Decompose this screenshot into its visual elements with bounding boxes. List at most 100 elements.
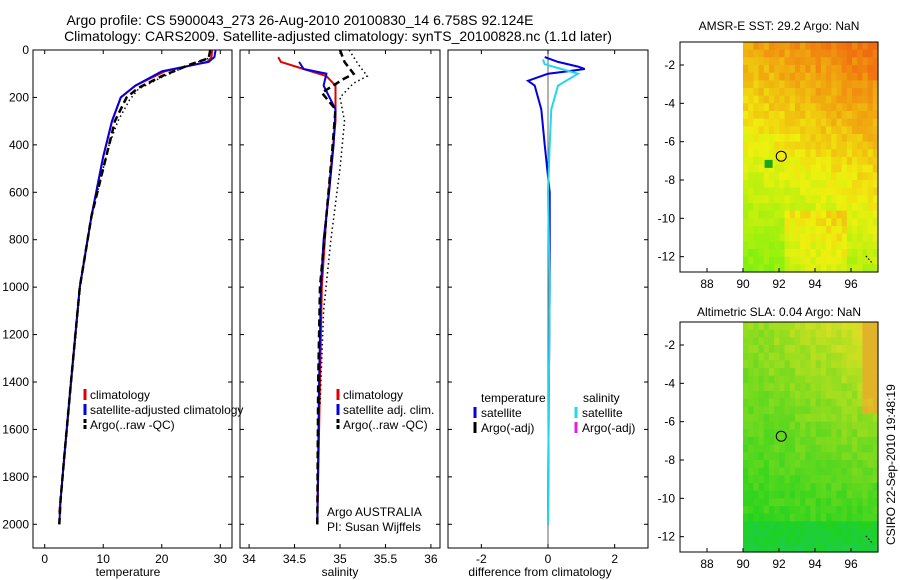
- heatmap-cell: [779, 529, 786, 538]
- heatmap-cell: [800, 157, 806, 166]
- heatmap-cell: [836, 529, 843, 538]
- heatmap-cell: [810, 521, 817, 530]
- heatmap-cell: [805, 375, 812, 384]
- heatmap-cell: [852, 141, 858, 150]
- heatmap-cell: [857, 111, 864, 120]
- heatmap-cell: [820, 95, 827, 104]
- heatmap-cell: [841, 118, 848, 127]
- heatmap-cell: [872, 391, 879, 400]
- heatmap-cell: [794, 483, 801, 492]
- heatmap-cell: [815, 444, 822, 453]
- heatmap-cell: [862, 42, 869, 51]
- heatmap-cell: [800, 42, 806, 51]
- heatmap-cell: [768, 103, 775, 112]
- heatmap-cell: [836, 483, 843, 492]
- heatmap-cell: [748, 383, 754, 392]
- heatmap-cell: [836, 88, 843, 97]
- heatmap-cell: [805, 203, 812, 212]
- heatmap-cell: [846, 498, 853, 507]
- heatmap-cell: [805, 398, 812, 407]
- heatmap-cell: [852, 249, 858, 258]
- heatmap-cell: [758, 498, 765, 507]
- heatmap-cell: [784, 429, 791, 438]
- heatmap-cell: [867, 157, 874, 166]
- heatmap-cell: [779, 80, 786, 89]
- heatmap-cell: [841, 126, 848, 135]
- heatmap-cell: [872, 49, 879, 58]
- heatmap-cell: [862, 498, 869, 507]
- heatmap-cell: [789, 513, 796, 522]
- heatmap-cell: [815, 375, 822, 384]
- heatmap-cell: [758, 460, 765, 469]
- heatmap-cell: [867, 329, 874, 338]
- heatmap-cell: [820, 134, 827, 143]
- heatmap-cell: [815, 345, 822, 354]
- heatmap-cell: [774, 195, 780, 204]
- heatmap-cell: [857, 444, 864, 453]
- heatmap-cell: [753, 118, 760, 127]
- heatmap-cell: [831, 521, 838, 530]
- heatmap-cell: [763, 203, 770, 212]
- heatmap-cell: [774, 360, 780, 369]
- heatmap-cell: [826, 149, 832, 158]
- heatmap-cell: [852, 172, 858, 181]
- heatmap-cell: [846, 249, 853, 258]
- heatmap-cell: [800, 172, 806, 181]
- heatmap-cell: [826, 72, 832, 81]
- heatmap-cell: [764, 159, 773, 168]
- heatmap-cell: [784, 421, 791, 430]
- heatmap-cell: [862, 180, 869, 189]
- heatmap-cell: [867, 437, 874, 446]
- heatmap-cell: [836, 256, 843, 265]
- heatmap-cell: [805, 406, 812, 415]
- heatmap-cell: [810, 414, 817, 423]
- heatmap-cell: [815, 506, 822, 515]
- heatmap-cell: [805, 498, 812, 507]
- heatmap-cell: [815, 337, 822, 346]
- heatmap-cell: [810, 57, 817, 66]
- heatmap-cell: [794, 513, 801, 522]
- heatmap-cell: [774, 391, 780, 400]
- heatmap-cell: [820, 180, 827, 189]
- heatmap-cell: [789, 141, 796, 150]
- heatmap-cell: [857, 141, 864, 150]
- heatmap-cell: [763, 360, 770, 369]
- heatmap-cell: [794, 226, 801, 235]
- heatmap-cell: [743, 483, 749, 492]
- heatmap-cell: [867, 187, 874, 196]
- heatmap-cell: [836, 360, 843, 369]
- heatmap-cell: [753, 337, 760, 346]
- heatmap-cell: [867, 256, 874, 265]
- heatmap-cell: [758, 65, 765, 74]
- heatmap-cell: [815, 460, 822, 469]
- heatmap-cell: [846, 149, 853, 158]
- heatmap-cell: [774, 322, 780, 331]
- heatmap-cell: [846, 452, 853, 461]
- heatmap-cell: [820, 337, 827, 346]
- y-tick-label: 1800: [2, 470, 29, 484]
- heatmap-cell: [768, 529, 775, 538]
- heatmap-cell: [841, 337, 848, 346]
- heatmap-cell: [852, 437, 858, 446]
- heatmap-cell: [810, 513, 817, 522]
- heatmap-cell: [784, 72, 791, 81]
- heatmap-cell: [857, 360, 864, 369]
- heatmap-cell: [826, 164, 832, 173]
- heatmap-cell: [763, 429, 770, 438]
- heatmap-cell: [815, 111, 822, 120]
- heatmap-cell: [794, 345, 801, 354]
- heatmap-cell: [805, 80, 812, 89]
- legend-entry: satellite: [481, 406, 522, 420]
- heatmap-cell: [743, 337, 749, 346]
- heatmap-cell: [743, 164, 749, 173]
- heatmap-cell: [774, 233, 780, 242]
- heatmap-cell: [763, 536, 770, 545]
- heatmap-cell: [743, 475, 749, 484]
- heatmap-cell: [836, 203, 843, 212]
- heatmap-cell: [789, 352, 796, 361]
- heatmap-cell: [862, 72, 869, 81]
- heatmap-cell: [743, 429, 749, 438]
- heatmap-cell: [810, 483, 817, 492]
- heatmap-cell: [763, 172, 770, 181]
- heatmap-cell: [800, 210, 806, 219]
